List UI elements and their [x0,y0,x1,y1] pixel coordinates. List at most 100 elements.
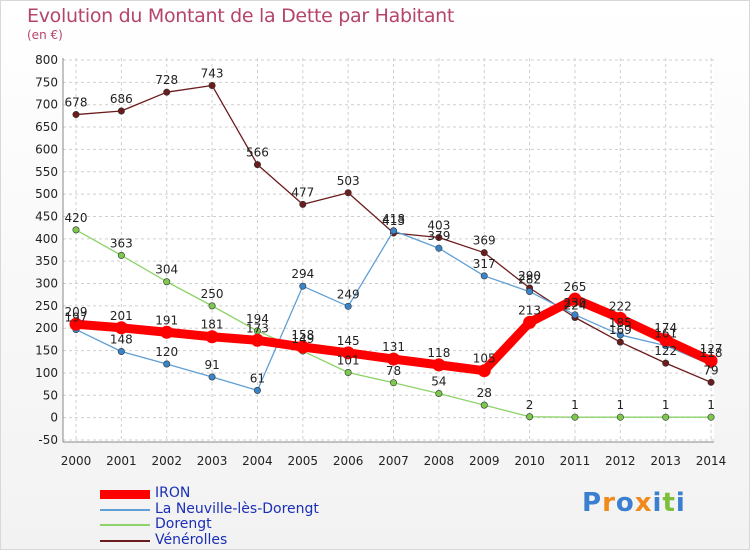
data-point [160,325,174,339]
data-label: 91 [204,358,219,372]
y-tick-label: 700 [35,98,58,112]
data-point [435,233,443,241]
legend-swatch [100,539,150,542]
data-label: 158 [291,328,314,342]
data-label: 28 [477,386,492,400]
data-point [477,364,491,378]
data-label: 2 [526,398,534,412]
data-point [707,378,715,386]
data-point [344,189,352,197]
data-point [662,413,670,421]
data-point [299,200,307,208]
data-point [72,111,80,119]
data-label: 54 [431,375,446,389]
x-tick-label: 2001 [106,454,137,468]
data-label: 101 [337,353,360,367]
x-tick-label: 2006 [333,454,364,468]
x-tick-label: 2014 [696,454,727,468]
data-label: 1 [571,398,579,412]
data-point [659,333,673,347]
data-label: 250 [201,287,224,301]
data-label: 185 [609,316,632,330]
data-label: 1 [707,398,715,412]
data-label: 61 [250,371,265,385]
data-point [117,107,125,115]
x-tick-label: 2013 [650,454,681,468]
y-tick-label: 450 [35,209,58,223]
data-point [341,346,355,360]
logo-letter: x [634,488,653,518]
data-label: 194 [246,312,269,326]
data-label: 678 [65,96,88,110]
x-tick-label: 2009 [469,454,500,468]
y-tick-label: 250 [35,299,58,313]
logo-letter: i [675,488,686,518]
data-point [208,302,216,310]
data-label: 1 [616,398,624,412]
data-label: 181 [201,318,224,332]
data-point [114,321,128,335]
data-label: 120 [155,345,178,359]
data-label: 118 [427,346,450,360]
legend-label: Dorengt [155,516,212,532]
data-point [253,386,261,394]
data-label: 304 [155,263,178,277]
data-point [299,282,307,290]
data-label: 145 [337,334,360,348]
data-label: 503 [337,174,360,188]
data-label: 169 [609,323,632,337]
data-point [480,272,488,280]
data-point [616,331,624,339]
data-point [208,81,216,89]
data-point [163,88,171,96]
data-point [432,358,446,372]
x-tick-label: 2005 [288,454,319,468]
y-tick-label: 500 [35,187,58,201]
data-label: 173 [246,321,269,335]
data-label: 477 [291,185,314,199]
data-label: 363 [110,236,133,250]
data-label: 418 [382,212,405,226]
legend-swatch [100,524,150,526]
data-point [390,379,398,387]
y-tick-label: 200 [35,321,58,335]
data-label: 224 [564,299,587,313]
data-point [344,368,352,376]
data-label: 105 [473,352,496,366]
x-tick-label: 2011 [560,454,591,468]
data-label: 174 [654,321,677,335]
x-tick-label: 2004 [242,454,273,468]
x-tick-label: 2007 [378,454,409,468]
legend-swatch [100,508,150,511]
data-label: 294 [291,267,314,281]
data-label: 728 [155,73,178,87]
data-label: 420 [65,211,88,225]
data-label: 197 [65,311,88,325]
y-tick-label: 100 [35,366,58,380]
logo-letter: o [615,488,635,518]
data-label: 191 [155,313,178,327]
data-point [117,251,125,259]
data-point [662,359,670,367]
x-tick-label: 2002 [151,454,182,468]
x-tick-label: 2012 [605,454,636,468]
data-point [250,333,264,347]
data-point [616,338,624,346]
x-tick-label: 2008 [424,454,455,468]
grid [63,58,714,442]
data-label: 317 [473,257,496,271]
data-label: 686 [110,92,133,106]
data-label: 743 [201,66,224,80]
data-label: 131 [382,340,405,354]
data-point [435,390,443,398]
data-point [72,226,80,234]
data-label: 566 [246,146,269,160]
data-label: 161 [654,327,677,341]
data-label: 413 [382,214,405,228]
data-point [69,317,83,331]
y-tick-label: 550 [35,165,58,179]
legend-label: La Neuville-lès-Dorengt [155,500,319,517]
y-tick-label: 50 [43,388,58,402]
data-point [571,413,579,421]
